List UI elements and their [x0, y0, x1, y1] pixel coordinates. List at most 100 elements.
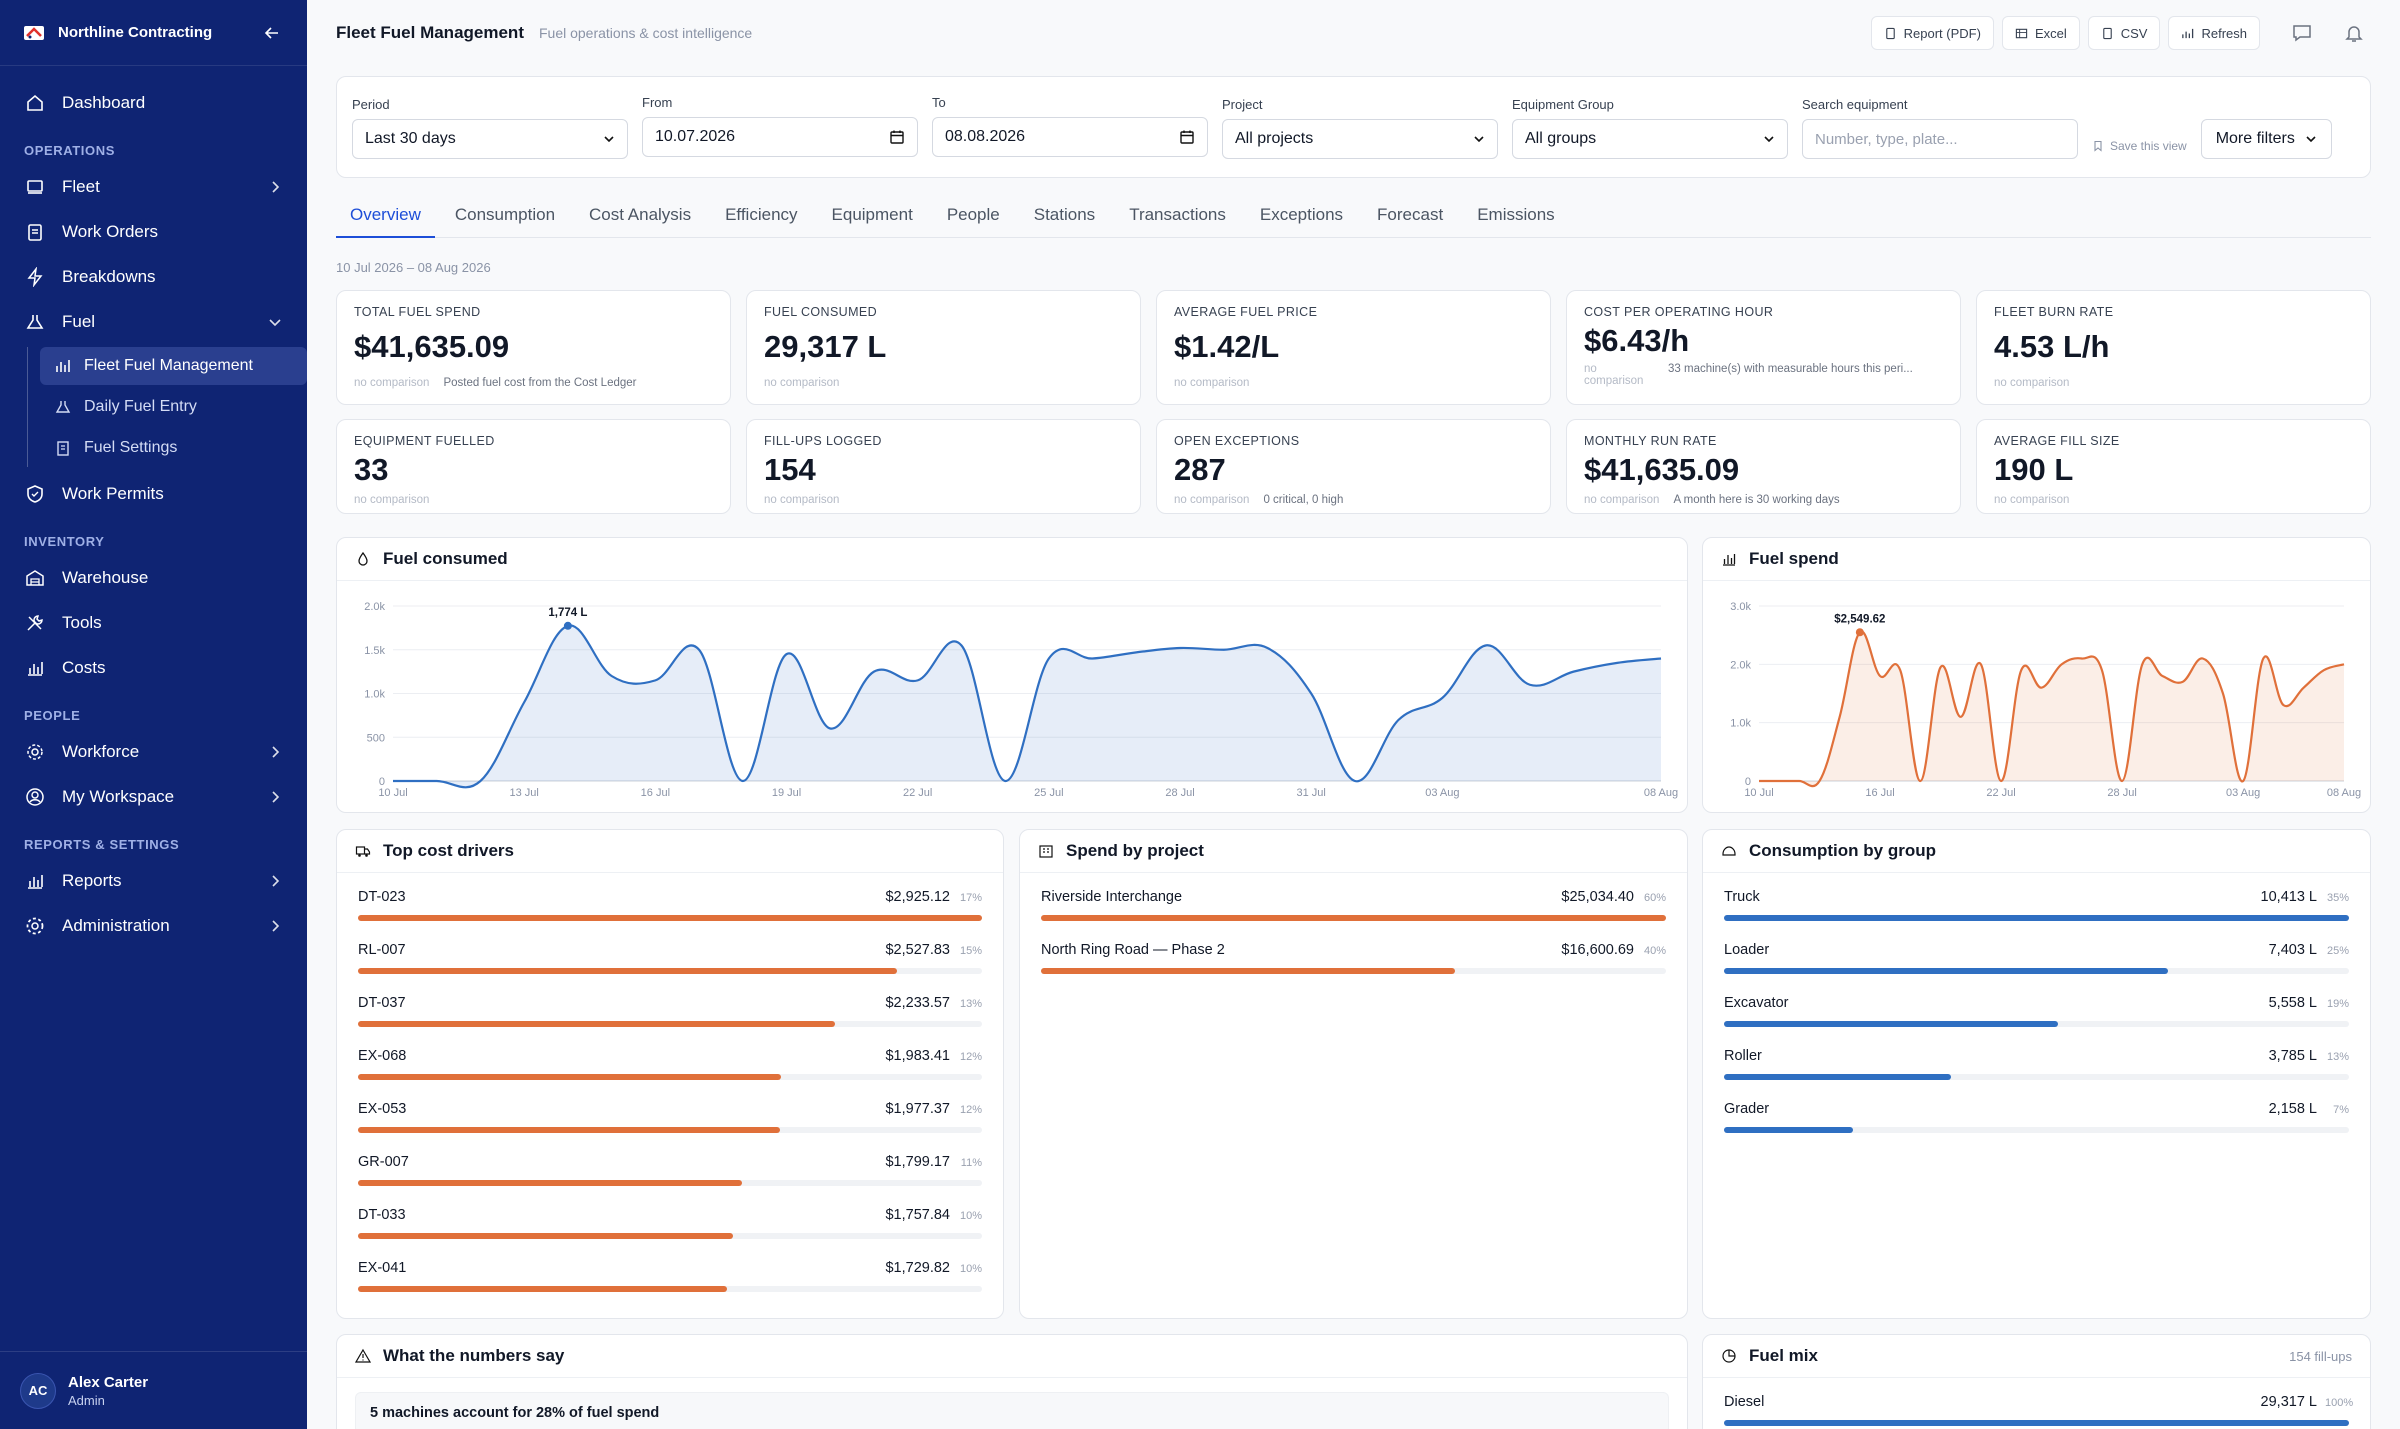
card-header: Consumption by group	[1703, 830, 2370, 873]
kpi-label: TOTAL FUEL SPEND	[354, 305, 481, 319]
sidebar-nav: Dashboard OPERATIONS Fleet Work Orders B…	[0, 66, 307, 948]
kpi-comparison: no comparison	[1994, 377, 2070, 389]
collapse-sidebar-button[interactable]	[259, 20, 285, 46]
sidebar-item-reports[interactable]: Reports	[0, 858, 307, 903]
peak-point[interactable]	[1855, 628, 1864, 637]
to-filter: To 08.08.2026	[932, 95, 1208, 157]
bar-row[interactable]: EX-068 $1,983.41 12%	[358, 1048, 982, 1101]
kpi-card: COST PER OPERATING HOUR $6.43/h no compa…	[1566, 290, 1961, 405]
pie-chart-icon	[1722, 1349, 1736, 1363]
bar-value: 7,403 L	[2268, 942, 2317, 958]
tab-efficiency[interactable]: Efficiency	[725, 204, 798, 224]
kpi-comparison: no comparison	[1994, 494, 2070, 506]
bell-icon	[2345, 26, 2363, 42]
kpi-value: 287	[1174, 452, 1226, 487]
tab-stations[interactable]: Stations	[1033, 204, 1096, 224]
user-profile[interactable]: AC Alex Carter Admin	[0, 1351, 307, 1429]
bar-row[interactable]: DT-033 $1,757.84 10%	[358, 1207, 982, 1260]
period-select[interactable]: Last 30 days	[352, 119, 628, 159]
bar-row[interactable]: North Ring Road — Phase 2 $16,600.69 40%	[1041, 942, 1666, 995]
sidebar-item-fuel[interactable]: Fuel	[0, 299, 307, 344]
from-date-input[interactable]: 10.07.2026	[642, 117, 918, 157]
sidebar-item-workforce[interactable]: Workforce	[0, 729, 307, 774]
flask-icon	[24, 311, 46, 333]
bar-row[interactable]: Roller 3,785 L 13%	[1724, 1048, 2349, 1101]
project-value: All projects	[1235, 130, 1314, 147]
kpi-card: FLEET BURN RATE 4.53 L/h no comparison	[1976, 290, 2371, 405]
sidebar-item-dashboard[interactable]: Dashboard	[0, 80, 307, 125]
more-filters-button[interactable]: More filters	[2200, 119, 2332, 159]
bar-chart-icon	[1723, 554, 1736, 566]
truck-icon	[355, 846, 371, 857]
sidebar-item-fleet-fuel-management[interactable]: Fleet Fuel Management	[40, 347, 307, 385]
peak-point[interactable]	[563, 621, 572, 630]
project-select[interactable]: All projects	[1222, 119, 1498, 159]
bar-row[interactable]: EX-041 $1,729.82 10%	[358, 1260, 982, 1313]
csv-button[interactable]: CSV	[2087, 16, 2161, 50]
bar-row[interactable]: DT-023 $2,925.12 17%	[358, 889, 982, 942]
tab-cost-analysis[interactable]: Cost Analysis	[589, 204, 692, 224]
tab-consumption[interactable]: Consumption	[454, 204, 556, 224]
tab-transactions[interactable]: Transactions	[1129, 204, 1226, 224]
chevron-right-icon	[272, 919, 280, 932]
bar-track	[1724, 1074, 2349, 1080]
sidebar-item-warehouse[interactable]: Warehouse	[0, 555, 307, 600]
kpi-note: Posted fuel cost from the Cost Ledger	[443, 377, 637, 389]
series-area	[1759, 631, 2344, 787]
kpi-comparison: no comparison	[1584, 494, 1660, 506]
messages-button[interactable]	[2284, 16, 2320, 50]
calendar-icon	[890, 130, 904, 144]
tab-exceptions[interactable]: Exceptions	[1259, 204, 1344, 224]
search-input[interactable]: Number, type, plate...	[1802, 119, 2078, 159]
bar-header: Truck 10,413 L 35%	[1724, 889, 2349, 905]
bar-label: Excavator	[1724, 995, 1789, 1011]
tab-emissions[interactable]: Emissions	[1477, 204, 1555, 224]
bar-row[interactable]: DT-037 $2,233.57 13%	[358, 995, 982, 1048]
bar-row[interactable]: RL-007 $2,527.83 15%	[358, 942, 982, 995]
sidebar-item-administration[interactable]: Administration	[0, 903, 307, 948]
refresh-button[interactable]: Refresh	[2168, 16, 2260, 50]
bar-row[interactable]: GR-007 $1,799.17 11%	[358, 1154, 982, 1207]
sidebar-item-work-permits[interactable]: Work Permits	[0, 471, 307, 516]
save-view-button[interactable]: Save this view	[2092, 139, 2187, 153]
bar-row[interactable]: EX-053 $1,977.37 12%	[358, 1101, 982, 1154]
bar-row[interactable]: Riverside Interchange $25,034.40 60%	[1041, 889, 1666, 942]
sidebar-item-my-workspace[interactable]: My Workspace	[0, 774, 307, 819]
tab-forecast[interactable]: Forecast	[1377, 204, 1444, 224]
tab-equipment[interactable]: Equipment	[831, 204, 913, 224]
sidebar-item-costs[interactable]: Costs	[0, 645, 307, 690]
search-filter: Search equipment Number, type, plate...	[1802, 97, 2078, 159]
sidebar-item-fleet[interactable]: Fleet	[0, 164, 307, 209]
tab-people[interactable]: People	[946, 204, 1000, 224]
excel-button[interactable]: Excel	[2001, 16, 2080, 50]
sidebar-item-tools[interactable]: Tools	[0, 600, 307, 645]
notifications-button[interactable]	[2336, 16, 2372, 50]
home-icon	[24, 92, 46, 114]
bar-row[interactable]: Diesel 29,317 L 100%	[1724, 1394, 2353, 1429]
sidebar-item-fuel-settings[interactable]: Fuel Settings	[40, 429, 307, 467]
report-pdf-button[interactable]: Report (PDF)	[1870, 16, 1994, 50]
sidebar-item-work-orders[interactable]: Work Orders	[0, 209, 307, 254]
y-tick-label: 1.0k	[364, 689, 385, 701]
bar-row[interactable]: Loader 7,403 L 25%	[1724, 942, 2349, 995]
sidebar-item-label: Daily Fuel Entry	[84, 398, 197, 415]
group-select[interactable]: All groups	[1512, 119, 1788, 159]
sidebar-item-label: Fleet Fuel Management	[84, 357, 253, 374]
bar-label: Grader	[1724, 1101, 1770, 1117]
kpi-label: AVERAGE FUEL PRICE	[1174, 305, 1318, 319]
chevron-down-icon	[604, 136, 614, 143]
date-range: 10 Jul 2026 – 08 Aug 2026	[336, 260, 491, 275]
to-date-input[interactable]: 08.08.2026	[932, 117, 1208, 157]
tab-overview[interactable]: Overview	[336, 192, 435, 238]
sidebar-item-breakdowns[interactable]: Breakdowns	[0, 254, 307, 299]
bar-row[interactable]: Truck 10,413 L 35%	[1724, 889, 2349, 942]
bar-percent: 15%	[959, 945, 982, 957]
bar-label: Diesel	[1724, 1394, 1765, 1410]
from-label: From	[642, 95, 673, 110]
sidebar-item-daily-fuel-entry[interactable]: Daily Fuel Entry	[40, 388, 307, 426]
bar-row[interactable]: Excavator 5,558 L 19%	[1724, 995, 2349, 1048]
kpi-foot: no comparison	[764, 377, 1123, 389]
bar-value: $2,925.12	[885, 889, 950, 905]
bar-label: Roller	[1724, 1048, 1762, 1064]
bar-row[interactable]: Grader 2,158 L 7%	[1724, 1101, 2349, 1154]
